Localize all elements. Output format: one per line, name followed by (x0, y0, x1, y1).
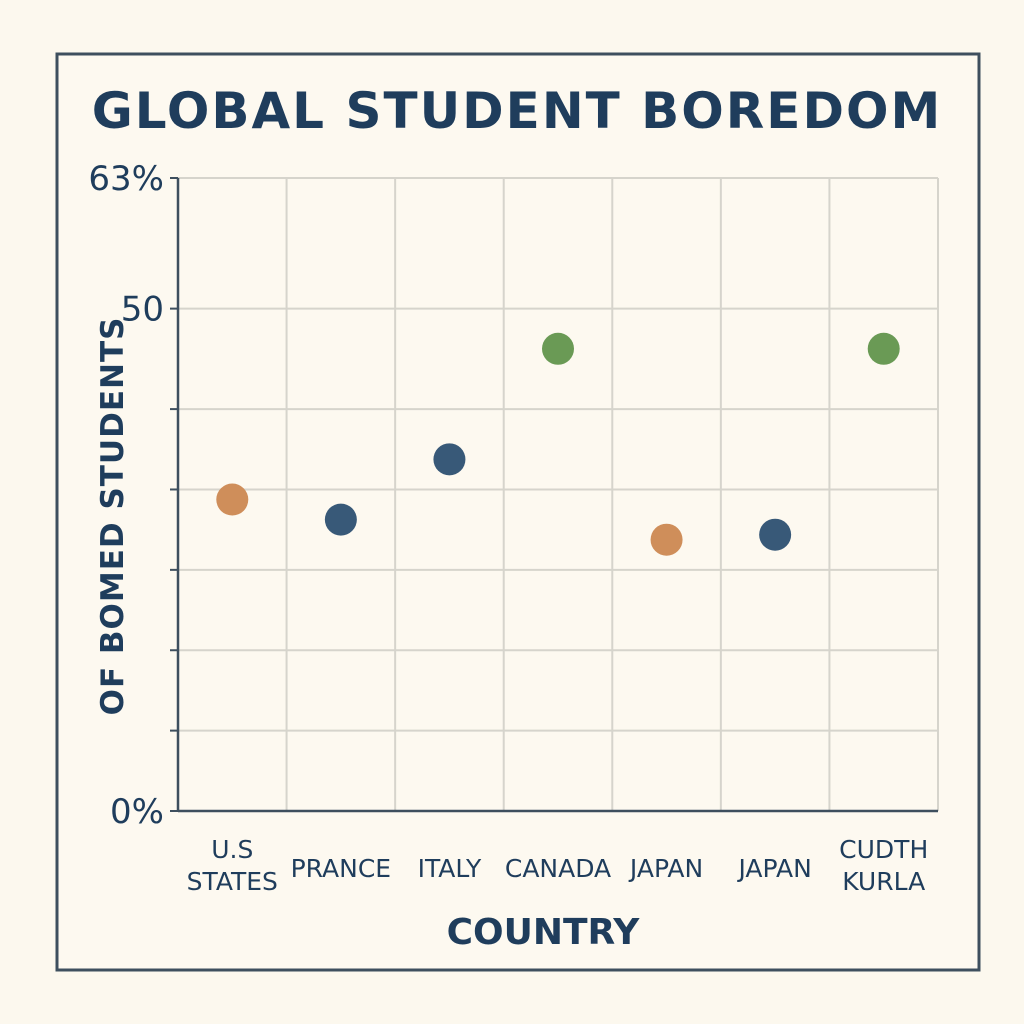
data-point (650, 523, 683, 556)
data-point (867, 332, 900, 365)
axes (176, 178, 938, 813)
chart-frame (55, 52, 981, 972)
x-tick-label: PRANCE (291, 854, 392, 883)
data-points (216, 332, 900, 556)
chart-title: GLOBAL STUDENT BOREDOM (92, 82, 942, 140)
y-axis-title: OF BOMED STUDENTS (95, 317, 131, 716)
x-tick-label: CANADA (505, 854, 611, 883)
x-axis-tick-labels: U.S STATES PRANCE ITALY CANADA JAPAN JAPAN CUDT… (187, 835, 929, 896)
x-tick-label: JAPAN (736, 854, 811, 883)
x-tick-label: ITALY (418, 854, 482, 883)
data-point (433, 443, 466, 476)
data-point (542, 332, 574, 365)
y-tick-label: 0% (110, 792, 164, 832)
y-tick-label: 63% (88, 159, 164, 199)
data-point (216, 483, 249, 516)
grid (178, 177, 939, 811)
x-axis-title: COUNTRY (447, 912, 641, 953)
data-point (324, 503, 357, 536)
x-tick-label: CUDTH KURLA (839, 835, 928, 896)
x-tick-label: JAPAN (628, 854, 703, 883)
y-tick-label: 50 (121, 290, 164, 330)
data-point (759, 518, 792, 551)
y-axis-ticks: 0% 50 63% (88, 159, 178, 832)
x-tick-label: U.S STATES (187, 835, 278, 896)
